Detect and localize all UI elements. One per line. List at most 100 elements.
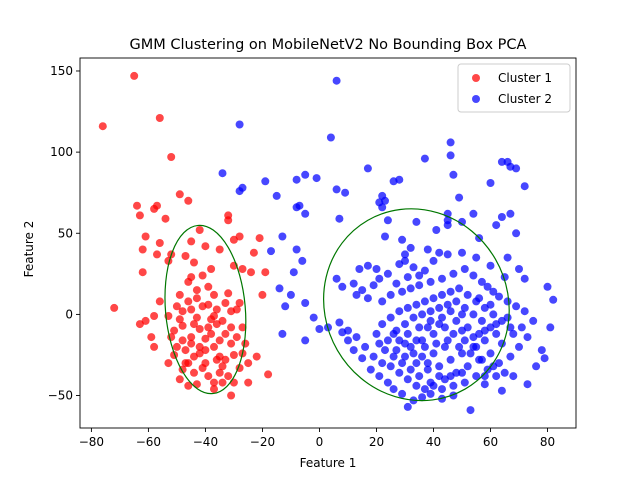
cluster-2-point xyxy=(272,191,281,200)
y-axis-label: Feature 2 xyxy=(22,221,36,278)
cluster-2-point xyxy=(492,320,501,329)
cluster-2-point xyxy=(352,333,361,342)
cluster-2-point xyxy=(218,169,227,178)
cluster-2-point xyxy=(443,250,452,259)
cluster-2-point xyxy=(497,157,506,166)
cluster-1-point xyxy=(195,325,204,333)
cluster-2-point xyxy=(432,226,441,234)
cluster-1-point xyxy=(201,334,210,343)
cluster-2-point xyxy=(506,209,515,218)
cluster-1-point xyxy=(232,333,241,342)
cluster-2-point xyxy=(512,302,521,311)
cluster-2-point xyxy=(378,359,387,368)
cluster-2-point xyxy=(392,346,401,355)
cluster-2-point xyxy=(537,346,546,355)
cluster-2-point xyxy=(401,352,409,361)
cluster-2-point xyxy=(438,274,446,283)
cluster-2-point xyxy=(472,342,481,351)
cluster-2-point xyxy=(292,203,301,212)
cluster-1-point xyxy=(155,297,164,306)
cluster-1-point xyxy=(138,268,147,277)
cluster-2-point xyxy=(352,290,361,299)
cluster-2-point xyxy=(332,185,341,194)
cluster-2-point xyxy=(312,174,321,183)
cluster-2-point xyxy=(429,349,438,358)
cluster-2-point xyxy=(403,273,412,282)
cluster-1-point xyxy=(164,359,173,368)
cluster-1-point xyxy=(207,329,216,338)
cluster-2-point xyxy=(455,193,464,202)
cluster-2-point xyxy=(278,329,287,338)
cluster-1-point xyxy=(235,232,244,241)
cluster-2-point xyxy=(378,297,387,306)
cluster-1-point xyxy=(175,290,184,299)
cluster-2-point xyxy=(418,310,427,319)
cluster-2-point xyxy=(398,235,407,244)
x-tick-label: −20 xyxy=(250,435,275,449)
legend-box xyxy=(457,63,571,113)
cluster-2-point xyxy=(423,359,432,368)
cluster-1-point xyxy=(190,258,198,267)
cluster-2-point xyxy=(477,316,486,325)
cluster-2-point xyxy=(383,378,392,387)
cluster-2-point xyxy=(435,320,444,329)
cluster-2-point xyxy=(292,175,301,184)
cluster-2-point xyxy=(363,294,372,303)
cluster-2-point xyxy=(438,385,446,394)
cluster-2-point xyxy=(335,214,344,223)
cluster-2-point xyxy=(460,336,469,345)
cluster-1-point xyxy=(175,375,184,384)
cluster-2-point xyxy=(472,372,481,381)
cluster-2-point xyxy=(449,329,458,338)
cluster-1-point xyxy=(204,282,213,291)
cluster-1-point xyxy=(98,122,107,131)
cluster-1-point xyxy=(178,336,187,345)
cluster-2-point xyxy=(412,300,421,309)
x-tick-label: −80 xyxy=(79,435,104,449)
cluster-1-point xyxy=(181,252,190,260)
cluster-2-point xyxy=(446,151,455,160)
cluster-2-point xyxy=(532,362,541,371)
cluster-2-point xyxy=(403,303,412,312)
cluster-1-point xyxy=(141,232,150,241)
cluster-2-point xyxy=(301,336,310,345)
cluster-1-point xyxy=(192,313,201,322)
cluster-2-point xyxy=(423,323,432,332)
x-tick-label: 60 xyxy=(483,435,498,449)
cluster-2-point xyxy=(446,372,455,381)
cluster-2-point xyxy=(500,368,509,377)
cluster-1-point xyxy=(210,312,218,320)
cluster-2-point xyxy=(369,352,378,361)
x-tick-label: −40 xyxy=(193,435,218,449)
cluster-1-point xyxy=(204,300,213,309)
cluster-1-point xyxy=(110,303,119,312)
cluster-1-point xyxy=(192,380,201,389)
cluster-2-point xyxy=(406,365,415,374)
cluster-2-point xyxy=(443,336,452,345)
cluster-2-point xyxy=(275,284,284,293)
cluster-2-point xyxy=(398,359,407,368)
cluster-2-point xyxy=(426,378,435,387)
cluster-2-point xyxy=(395,368,404,377)
cluster-2-point xyxy=(403,329,412,338)
legend-marker xyxy=(472,74,480,82)
cluster-2-point xyxy=(389,385,398,394)
cluster-2-point xyxy=(423,245,432,254)
cluster-1-point xyxy=(212,305,221,314)
cluster-2-point xyxy=(466,406,475,415)
cluster-2-point xyxy=(489,287,498,296)
cluster-2-point xyxy=(418,352,427,361)
cluster-2-point xyxy=(449,381,458,390)
cluster-2-point xyxy=(458,310,466,319)
x-tick-label: −60 xyxy=(136,435,161,449)
cluster-2-point xyxy=(446,287,455,296)
cluster-2-point xyxy=(381,196,389,205)
cluster-2-point xyxy=(332,76,341,85)
cluster-2-point xyxy=(309,313,318,322)
cluster-2-point xyxy=(415,323,424,332)
cluster-2-gmm-ellipse xyxy=(323,208,510,402)
cluster-2-point xyxy=(426,316,435,325)
cluster-2-point xyxy=(235,120,244,129)
cluster-1-point xyxy=(207,265,216,273)
cluster-2-point xyxy=(375,339,384,348)
